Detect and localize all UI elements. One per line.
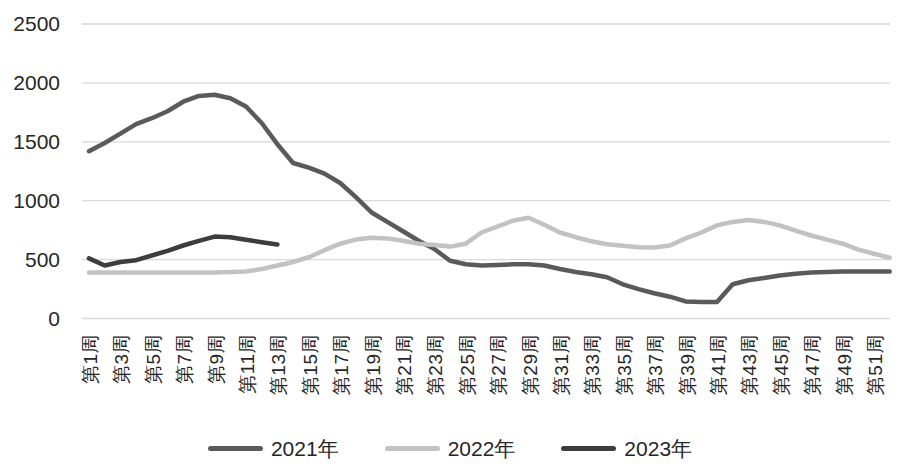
legend-swatch-2023	[561, 446, 616, 451]
x-axis-tick-label-week-29: 第29周	[520, 334, 541, 395]
x-axis-tick-label-week-25: 第25周	[457, 334, 478, 395]
x-axis-tick-label-week-21: 第21周	[394, 334, 415, 395]
x-axis-tick-label-week-31: 第31周	[551, 334, 572, 395]
x-axis-tick-label-week-45: 第45周	[771, 334, 792, 395]
x-axis-tick-label-week-35: 第35周	[614, 334, 635, 395]
x-axis-tick-label-week-39: 第39周	[677, 334, 698, 395]
x-axis-tick-label-week-15: 第15周	[300, 334, 321, 395]
series-line-2023	[89, 237, 277, 266]
x-axis-tick-label-week-11: 第11周	[237, 334, 258, 394]
x-axis-tick-label-week-41: 第41周	[708, 334, 729, 395]
x-axis-tick-label-week-23: 第23周	[425, 334, 446, 395]
legend-item-2023: 2023年	[561, 435, 692, 463]
x-axis-tick-label-week-47: 第47周	[802, 334, 823, 395]
y-axis-tick-label-1000: 1000	[13, 189, 60, 212]
x-axis-tick-label-week-43: 第43周	[739, 334, 760, 395]
x-axis-tick-label-week-33: 第33周	[582, 334, 603, 395]
y-axis-tick-label-0: 0	[48, 307, 60, 330]
x-axis-tick-label-week-49: 第49周	[834, 334, 855, 395]
x-axis-tick-label-week-7: 第7周	[174, 334, 195, 384]
x-axis-tick-label-week-19: 第19周	[363, 334, 384, 395]
y-axis-tick-label-1500: 1500	[13, 130, 60, 153]
legend-item-2021: 2021年	[208, 435, 339, 463]
legend-item-2022: 2022年	[385, 435, 516, 463]
chart-canvas: 05001000150020002500第1周第3周第5周第7周第9周第11周第…	[0, 0, 900, 425]
x-axis-tick-label-week-9: 第9周	[206, 334, 227, 384]
x-axis-tick-label-week-1: 第1周	[80, 334, 101, 384]
line-chart-figure: 05001000150020002500第1周第3周第5周第7周第9周第11周第…	[0, 0, 900, 472]
x-axis-tick-label-week-13: 第13周	[268, 334, 289, 395]
chart-legend: 2021年 2022年 2023年	[0, 425, 900, 472]
x-axis-tick-label-week-5: 第5周	[143, 334, 164, 384]
legend-label-2023: 2023年	[624, 435, 692, 463]
x-axis-tick-label-week-17: 第17周	[331, 334, 352, 395]
legend-swatch-2022	[385, 446, 440, 451]
x-axis-tick-label-week-51: 第51周	[865, 334, 886, 395]
x-axis-tick-label-week-27: 第27周	[488, 334, 509, 395]
x-axis-tick-label-week-37: 第37周	[645, 334, 666, 395]
y-axis-tick-label-2500: 2500	[13, 12, 60, 35]
y-axis-tick-label-500: 500	[25, 248, 60, 271]
legend-label-2021: 2021年	[271, 435, 339, 463]
legend-swatch-2021	[208, 446, 263, 451]
legend-label-2022: 2022年	[448, 435, 516, 463]
x-axis-tick-label-week-3: 第3周	[111, 334, 132, 384]
y-axis-tick-label-2000: 2000	[13, 71, 60, 94]
